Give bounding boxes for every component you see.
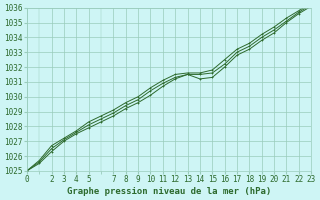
X-axis label: Graphe pression niveau de la mer (hPa): Graphe pression niveau de la mer (hPa)	[67, 187, 271, 196]
